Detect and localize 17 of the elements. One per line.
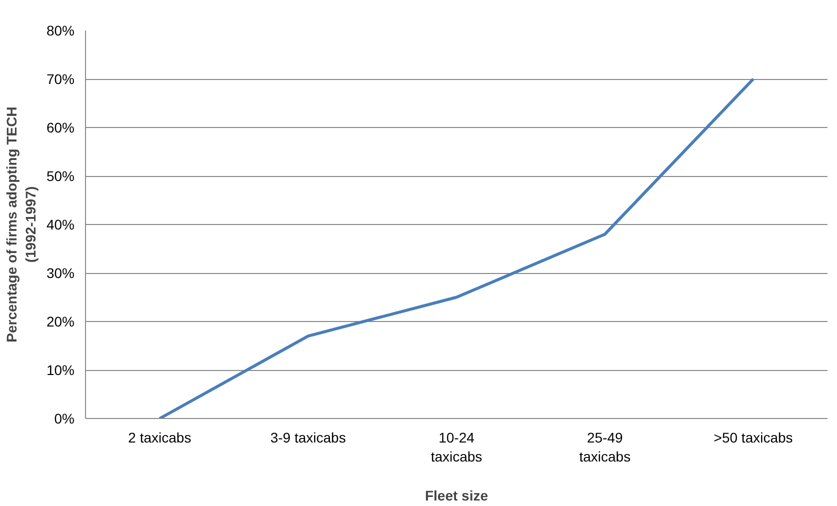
line-series [158,78,755,418]
y-axis-title: Percentage of firms adopting TECH (1992-1997) [3,106,38,342]
y-tick-label: 20% [46,314,75,330]
y-tick-label: 50% [46,168,75,184]
x-axis-title: Fleet size [424,488,488,504]
y-tick-label: 80% [46,22,75,38]
y-tick-label: 70% [46,71,75,87]
x-tick-label: 3-9 taxicabs [270,430,346,446]
x-tick-label: 10-24 taxicabs [430,430,482,465]
x-tick-label: >50 taxicabs [714,430,793,446]
y-tick-label: 0% [54,410,74,426]
y-tick-label: 60% [46,120,75,136]
y-tick-label: 10% [46,362,75,378]
y-tick-label: 30% [46,265,75,281]
y-tick-label: 40% [46,216,75,232]
x-tick-label: 25-49 taxicabs [579,430,631,465]
x-tick-label: 2 taxicabs [128,430,192,446]
